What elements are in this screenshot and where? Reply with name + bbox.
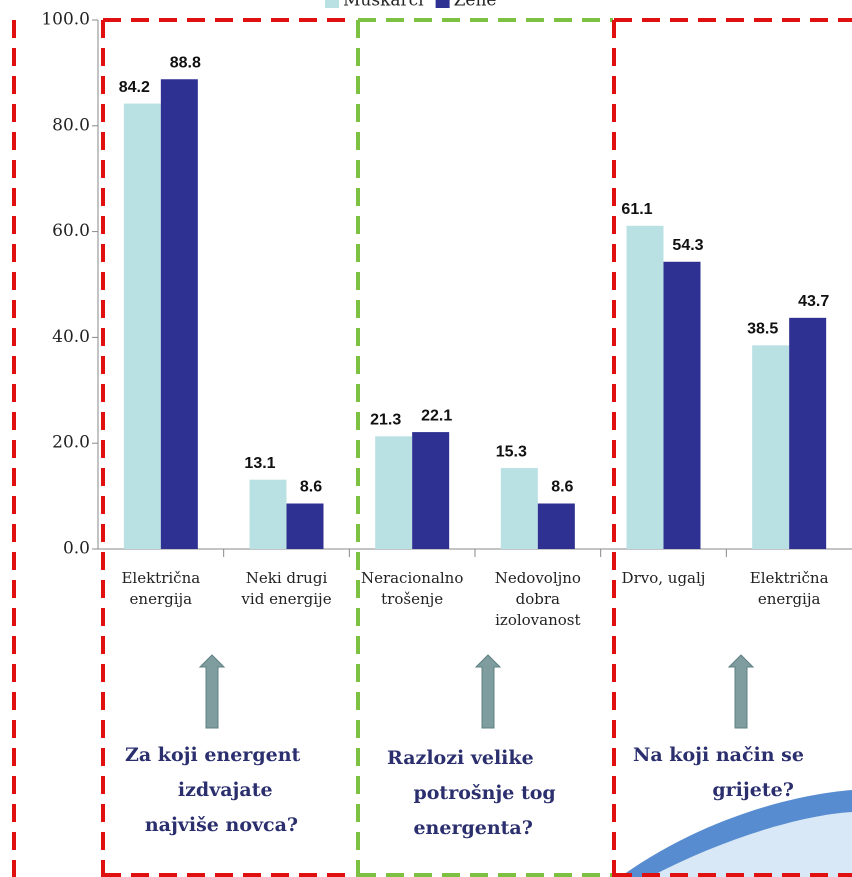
value-label: 43.7 [798,293,829,310]
bar [752,345,790,549]
value-label: 84.2 [119,79,150,96]
legend-swatch [325,0,339,8]
y-tick-label: 80.0 [52,115,90,135]
value-label: 13.1 [244,455,275,472]
value-label: 38.5 [747,321,778,338]
legend-swatch [435,0,450,8]
value-label: 22.1 [421,407,452,424]
y-tick-label: 0.0 [63,539,90,559]
x-tick-label: Neracionalno trošenje [360,569,464,608]
y-tick-label: 100.0 [41,10,90,30]
y-tick-label: 40.0 [52,327,90,347]
value-label: 15.3 [496,443,527,460]
bar [375,436,413,549]
annotation: Na koji način se grijete? [633,744,804,801]
y-tick-label: 20.0 [52,433,90,453]
x-tick-label: Neki drugi vid energije [241,569,332,608]
value-label: 88.8 [170,54,201,71]
bar [286,503,324,549]
x-tick-label: Nedovoljno dobra izolovanost [494,569,581,629]
x-tick-label: Električna energija [749,569,829,608]
bar [626,225,664,549]
bar [412,432,450,549]
x-tick-label: Drvo, ugalj [621,569,706,587]
value-label: 8.6 [300,479,322,496]
value-label: 21.3 [370,412,401,429]
legend-label: Muškarci [343,0,424,11]
value-label: 54.3 [672,237,703,254]
arrows [198,654,755,729]
bar [500,468,538,549]
value-label: 8.6 [551,479,573,496]
group-boxes [12,18,852,877]
x-tick-label: Električna energija [121,569,201,608]
bar [663,261,701,549]
bar [537,503,575,549]
annotation: Za koji energent izdvajate najviše novca… [125,744,301,836]
legend-label: Žene [454,0,497,11]
value-label: 61.1 [621,201,652,218]
bar [249,479,287,549]
decor-swoosh [650,812,852,877]
bar [789,317,827,549]
y-tick-label: 60.0 [52,221,90,241]
annotation: Razlozi velike potrošnje tog energenta? [387,747,556,839]
bar [123,103,161,549]
bar [160,79,198,550]
